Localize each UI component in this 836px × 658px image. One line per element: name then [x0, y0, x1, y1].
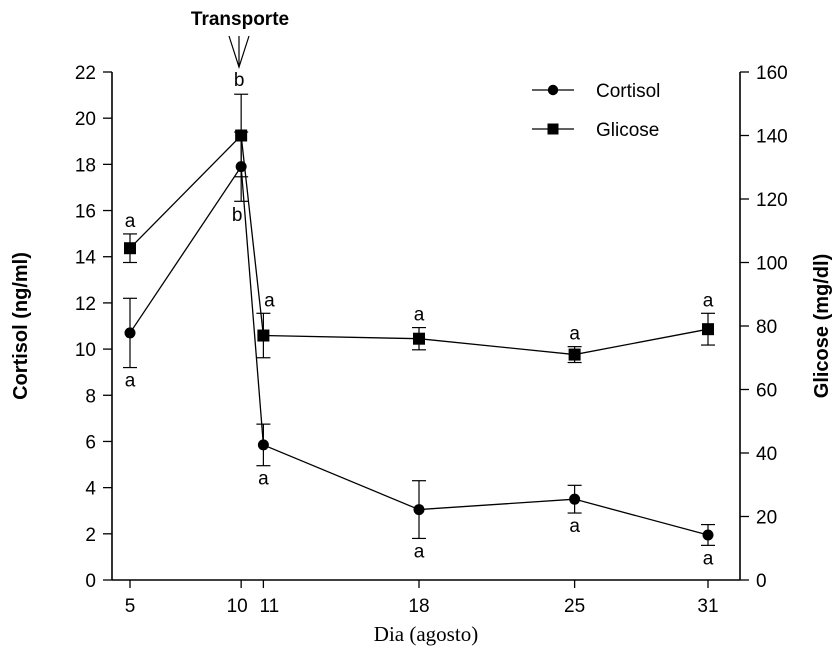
y-left-tick-label: 4: [85, 479, 96, 500]
y-right-tick-label: 40: [756, 444, 777, 465]
tick-group: 5 10 11 18 25 31 0 2 4 6 8 10 12 14 16 18 20 22 0 20 40 60 80 1…: [75, 63, 788, 617]
data-point-circle: [413, 504, 425, 516]
y-right-tick-label: 120: [756, 190, 788, 211]
x-tick-label: 31: [697, 596, 718, 617]
legend-glicose-label: Glicose: [596, 120, 659, 141]
x-tick-label: 18: [408, 596, 429, 617]
significance-label: a: [414, 541, 425, 562]
significance-label: b: [234, 70, 245, 91]
significance-label: b: [232, 205, 243, 226]
series-line: [129, 164, 709, 536]
legend-glicose-marker: [547, 123, 559, 135]
data-point-square: [257, 329, 270, 342]
data-point-circle: [124, 327, 136, 339]
y-right-tick-label: 100: [756, 254, 788, 275]
y-right-tick-label: 60: [756, 381, 777, 402]
y-right-tick-label: 20: [756, 508, 777, 529]
legend-cortisol-label: Cortisol: [596, 81, 660, 102]
y-left-tick-label: 12: [75, 294, 96, 315]
transport-label: Transporte: [191, 9, 289, 30]
data-point-circle: [569, 493, 581, 505]
axes: [111, 72, 741, 581]
y-axis-right-title: Glicose (mg/dl): [811, 254, 833, 398]
data-point-square: [568, 348, 581, 361]
y-left-tick-label: 2: [85, 525, 96, 546]
y-left-tick-label: 14: [75, 248, 97, 269]
y-left-tick-label: 10: [75, 340, 96, 361]
x-axis-title: Dia (agosto): [374, 622, 478, 646]
significance-label: a: [569, 516, 580, 537]
x-tick-label: 5: [125, 596, 136, 617]
significance-label: a: [703, 290, 714, 311]
significance-label: a: [258, 469, 269, 490]
significance-label: a: [414, 305, 425, 326]
y-left-tick-label: 18: [75, 155, 96, 176]
significance-label: a: [125, 371, 136, 392]
y-left-tick-label: 16: [75, 202, 96, 223]
y-right-tick-label: 0: [756, 571, 767, 592]
series-glicose: a b a a a a: [123, 70, 715, 364]
series-line: [129, 134, 709, 356]
series-group: a b a a a a a b a a a a: [123, 70, 715, 569]
significance-label: a: [125, 211, 136, 232]
data-point-circle: [702, 529, 714, 541]
significance-label: a: [264, 290, 275, 311]
significance-label: a: [703, 548, 714, 569]
y-left-tick-label: 20: [75, 109, 96, 130]
data-point-circle: [257, 439, 269, 451]
y-left-tick-label: 6: [85, 432, 96, 453]
x-tick-label: 11: [260, 596, 280, 617]
series-cortisol: a b a a a a: [123, 131, 715, 569]
legend-cortisol-marker: [547, 84, 559, 96]
y-axis-left-title: Cortisol (ng/ml): [10, 252, 32, 400]
data-point-square: [124, 242, 136, 255]
y-right-tick-label: 160: [756, 63, 788, 84]
y-left-tick-label: 22: [75, 63, 96, 84]
data-point-square: [235, 129, 248, 142]
x-tick-label: 25: [564, 596, 585, 617]
transport-annotation: Transporte: [191, 9, 289, 69]
significance-label: a: [569, 324, 580, 345]
data-point-square: [702, 323, 714, 336]
y-right-tick-label: 140: [756, 127, 788, 148]
data-point-square: [413, 332, 425, 345]
y-right-tick-label: 80: [756, 317, 777, 338]
y-left-tick-label: 0: [85, 571, 96, 592]
legend: Cortisol Glicose: [532, 81, 660, 141]
x-tick-label: 10: [227, 596, 248, 617]
y-left-tick-label: 8: [85, 386, 96, 407]
